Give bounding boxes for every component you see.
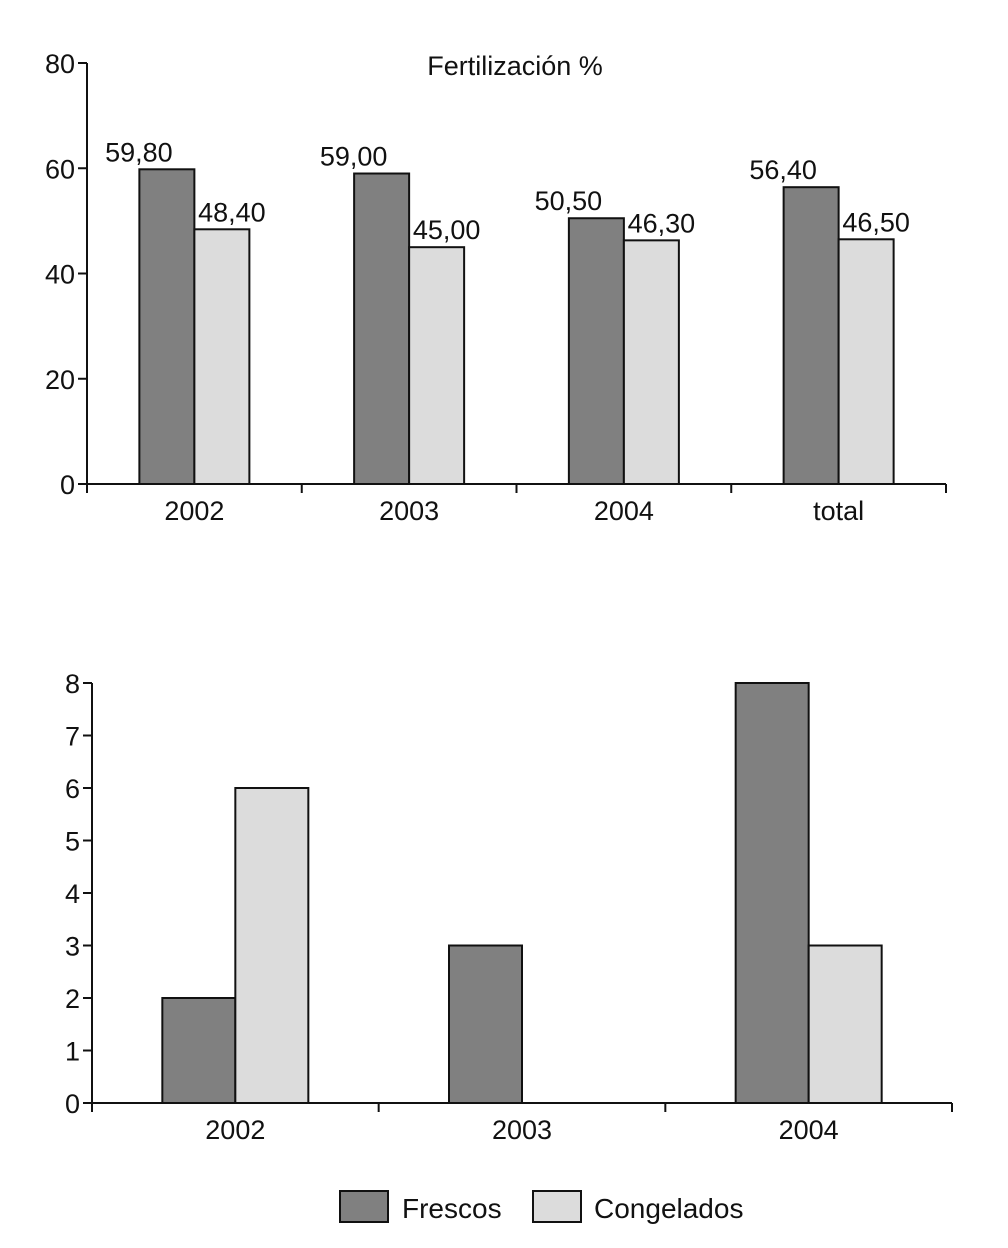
y-tick-label: 8: [65, 669, 80, 699]
y-tick-label: 1: [65, 1037, 80, 1067]
counts-chart: 0 1 2 3 4 5 6 7 8 2002 2003 2004: [65, 669, 953, 1145]
x-tick-label-2002: 2002: [205, 1115, 265, 1145]
bar-frescos-2002: [161, 997, 237, 1104]
bar-congelados-2004: [622, 239, 680, 485]
bar-frescos-total: [782, 186, 840, 485]
y-tick-label: 40: [45, 260, 75, 290]
bar-frescos-2003: [448, 944, 523, 1104]
data-label-frescos-2002: 59,80: [105, 137, 173, 167]
data-label-frescos-2003: 59,00: [320, 142, 388, 172]
x-tick-label-2004: 2004: [779, 1115, 839, 1145]
data-label-congelados-2004: 46,30: [628, 208, 696, 238]
x-tick-label-2003: 2003: [379, 496, 439, 526]
data-label-congelados-2003: 45,00: [413, 215, 481, 245]
x-tick-label-2004: 2004: [594, 496, 654, 526]
y-tick-label: 20: [45, 365, 75, 395]
y-tick-label: 0: [65, 1089, 80, 1119]
y-tick-label: 5: [65, 827, 80, 857]
x-tick-label-2002: 2002: [164, 496, 224, 526]
y-tick-label: 80: [45, 49, 75, 79]
bar-congelados-total: [837, 238, 895, 485]
y-tick-label: 0: [60, 470, 75, 500]
data-label-frescos-total: 56,40: [749, 155, 817, 185]
legend-swatch-congelados: [532, 1190, 582, 1223]
bar-frescos-2004: [567, 217, 625, 485]
bar-congelados-2002: [193, 228, 251, 485]
y-tick-label: 6: [65, 774, 80, 804]
legend: Frescos Congelados: [339, 1190, 743, 1224]
y-tick-label: 2: [65, 984, 80, 1014]
legend-swatch-frescos: [339, 1190, 389, 1223]
bar-frescos-2003: [353, 172, 411, 485]
fertilization-chart: Fertilización % 0 20 40 60 80 59,80 48,40 2002 5…: [45, 49, 947, 526]
bar-frescos-2002: [138, 168, 196, 486]
bar-frescos-2004: [734, 682, 810, 1104]
data-label-congelados-total: 46,50: [842, 207, 910, 237]
x-tick-label-total: total: [813, 496, 864, 526]
y-tick-label: 4: [65, 879, 80, 909]
y-tick-label: 3: [65, 932, 80, 962]
data-label-congelados-2002: 48,40: [198, 197, 266, 227]
bar-congelados-2003: [408, 246, 466, 485]
y-tick-label: 7: [65, 722, 80, 752]
y-tick-label: 60: [45, 154, 75, 184]
legend-label-congelados: Congelados: [594, 1193, 743, 1224]
bar-congelados-2002: [234, 787, 310, 1104]
bar-congelados-2004: [807, 944, 883, 1104]
chart-title: Fertilización %: [427, 51, 603, 81]
data-label-frescos-2004: 50,50: [535, 186, 603, 216]
legend-label-frescos: Frescos: [402, 1193, 502, 1224]
x-tick-label-2003: 2003: [492, 1115, 552, 1145]
